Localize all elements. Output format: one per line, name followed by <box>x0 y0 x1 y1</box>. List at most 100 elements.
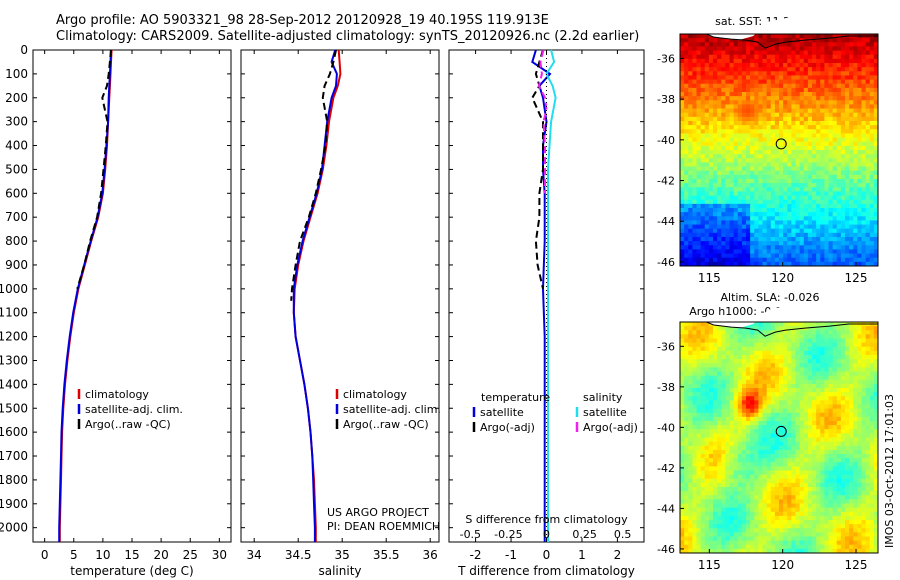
legend-label: satellite <box>583 406 627 419</box>
legend-label: Argo(..raw -QC) <box>343 418 429 431</box>
y-tick-label: 1700 <box>0 449 28 463</box>
map-y-tick-label: -42 <box>657 462 675 475</box>
series-line <box>292 49 342 542</box>
legend-label: satellite-adj. clim. <box>343 403 441 416</box>
series-line <box>292 49 338 542</box>
y-tick-label: 1300 <box>0 353 28 367</box>
x-tick-label: 15 <box>124 548 139 562</box>
x-tick-label: 5 <box>70 548 78 562</box>
map-x-tick-label: 120 <box>771 558 794 572</box>
s-tick-label: 0 <box>543 528 550 541</box>
y-tick-label: 700 <box>5 210 28 224</box>
map-y-tick-label: -38 <box>657 381 675 394</box>
s-tick-label: 0.25 <box>572 528 597 541</box>
y-tick-label: 500 <box>5 162 28 176</box>
map-x-tick-label: 125 <box>845 271 868 285</box>
series-line <box>58 49 112 542</box>
map-frame <box>679 321 879 554</box>
x-tick-label: 0 <box>41 548 49 562</box>
y-tick-label: 1200 <box>0 330 28 344</box>
x-tick-label: -1 <box>505 548 517 562</box>
map-y-tick-label: -36 <box>657 340 675 353</box>
argo-location-marker <box>775 425 787 437</box>
legend-label: climatology <box>85 388 149 401</box>
series-line <box>58 49 113 542</box>
x-tick-label: 2 <box>614 548 622 562</box>
x-tick-label: 35.5 <box>373 548 400 562</box>
x-tick-label: 34.5 <box>285 548 312 562</box>
y-tick-label: 300 <box>5 115 28 129</box>
panel-frame <box>240 49 440 543</box>
y-tick-label: 200 <box>5 91 28 105</box>
y-tick-label: 1900 <box>0 497 28 511</box>
y-tick-label: 1400 <box>0 377 28 391</box>
map-y-tick-label: -38 <box>657 93 675 106</box>
y-tick-label: 0 <box>20 43 28 57</box>
s-tick-label: 0.5 <box>614 528 632 541</box>
s-axis-label: S difference from climatology <box>465 513 628 526</box>
land-mask <box>680 291 878 329</box>
y-tick-label: 400 <box>5 139 28 153</box>
y-tick-label: 2000 <box>0 521 28 535</box>
y-tick-label: 1800 <box>0 473 28 487</box>
map-y-tick-label: -36 <box>657 52 675 65</box>
x-tick-label: 1 <box>578 548 586 562</box>
series-line <box>531 49 544 290</box>
x-axis-label: T difference from climatology <box>457 564 635 578</box>
legend-label: climatology <box>343 388 407 401</box>
x-tick-label: -2 <box>470 548 482 562</box>
coastline <box>706 33 878 49</box>
project-annotation: US ARGO PROJECT <box>327 506 429 519</box>
map-y-tick-label: -40 <box>657 134 675 147</box>
map-y-tick-label: -44 <box>657 215 675 228</box>
title-line-2: Climatology: CARS2009. Satellite-adjuste… <box>56 29 640 44</box>
map-y-tick-label: -46 <box>657 256 675 269</box>
title-line-1: Argo profile: AO 5903321_98 28-Sep-2012 … <box>56 13 549 28</box>
panel-frame <box>32 49 232 543</box>
legend-label: Argo(-adj) <box>583 421 638 434</box>
x-axis-label: salinity <box>318 564 361 578</box>
series-line <box>537 49 548 194</box>
land-mask <box>680 3 878 41</box>
x-tick-label: 20 <box>153 548 168 562</box>
s-tick-label: -0.5 <box>460 528 481 541</box>
x-tick-label: 35 <box>335 548 350 562</box>
s-tick-label: -0.25 <box>494 528 522 541</box>
sst-map <box>680 3 879 267</box>
x-tick-label: 36 <box>423 548 438 562</box>
series-line <box>290 49 337 301</box>
y-tick-label: 1600 <box>0 425 28 439</box>
y-tick-label: 900 <box>5 258 28 272</box>
sla-map <box>680 291 879 554</box>
argo-location-marker <box>775 138 787 150</box>
project-annotation: PI: DEAN ROEMMICH <box>327 520 440 533</box>
y-tick-label: 800 <box>5 234 28 248</box>
map-x-tick-label: 115 <box>698 271 721 285</box>
coastline <box>706 321 878 337</box>
map-y-tick-label: -44 <box>657 502 675 515</box>
legend-label: Argo(..raw -QC) <box>85 418 171 431</box>
map-y-tick-label: -46 <box>657 543 675 556</box>
y-tick-label: 100 <box>5 67 28 81</box>
y-tick-label: 1500 <box>0 401 28 415</box>
map-x-tick-label: 120 <box>771 271 794 285</box>
legend-title: temperature <box>481 391 550 404</box>
x-tick-label: 0 <box>543 548 551 562</box>
x-tick-label: 10 <box>95 548 110 562</box>
x-axis-label: temperature (deg C) <box>70 564 193 578</box>
side-credit: IMOS 03-Oct-2012 17:01:03 <box>883 394 896 548</box>
series-line <box>76 49 112 290</box>
x-tick-label: 34 <box>247 548 262 562</box>
legend-label: Argo(-adj) <box>480 421 535 434</box>
map-x-tick-label: 115 <box>698 558 721 572</box>
sla-map-title: Altim. SLA: -0.026 <box>720 291 819 304</box>
map-x-tick-label: 125 <box>845 558 868 572</box>
x-tick-label: 30 <box>212 548 227 562</box>
legend-label: satellite <box>480 406 524 419</box>
legend-label: satellite-adj. clim. <box>85 403 183 416</box>
map-frame <box>679 33 879 267</box>
y-tick-label: 600 <box>5 186 28 200</box>
y-tick-label: 1100 <box>0 306 28 320</box>
map-y-tick-label: -40 <box>657 421 675 434</box>
